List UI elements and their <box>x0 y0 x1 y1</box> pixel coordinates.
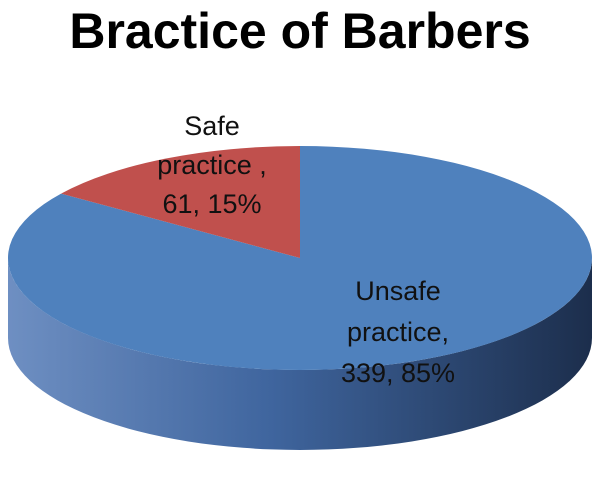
unsafe-label-line-3: 339, 85% <box>341 358 455 388</box>
slice-label-unsafe: Unsafe practice, 339, 85% <box>341 276 455 388</box>
unsafe-label-line-2: practice, <box>347 317 449 347</box>
safe-label-line-1: Safe <box>184 111 240 141</box>
slice-safe-practice <box>61 146 300 258</box>
pie-side-wall <box>8 258 592 450</box>
pie-3d-side <box>8 258 592 450</box>
pie-top <box>7 146 593 371</box>
chart-title: Bractice of Barbers <box>69 3 530 59</box>
unsafe-label-line-1: Unsafe <box>355 276 441 306</box>
slice-label-safe: Safe practice , 61, 15% <box>157 111 267 219</box>
safe-label-line-3: 61, 15% <box>162 189 261 219</box>
safe-label-line-2: practice , <box>157 150 267 180</box>
